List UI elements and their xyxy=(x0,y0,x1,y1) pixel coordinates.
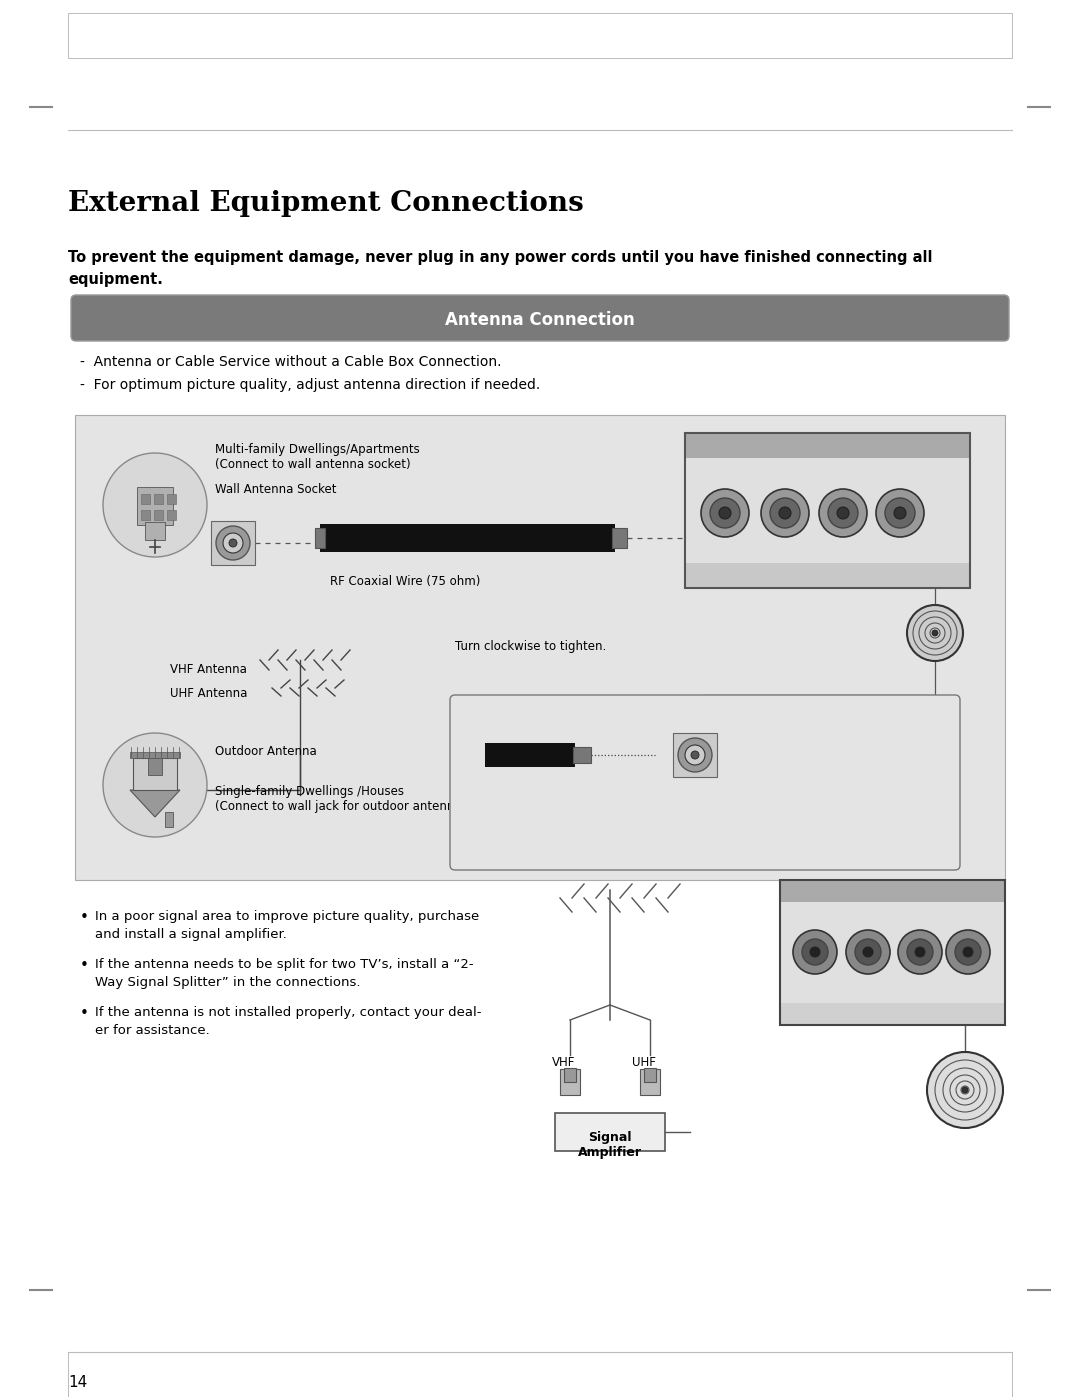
Circle shape xyxy=(103,453,207,557)
Circle shape xyxy=(222,534,243,553)
Circle shape xyxy=(229,539,237,548)
Text: Outdoor Antenna: Outdoor Antenna xyxy=(215,745,316,759)
Bar xyxy=(564,1067,576,1083)
Circle shape xyxy=(701,489,750,536)
Bar xyxy=(148,759,162,775)
Text: •: • xyxy=(80,1006,89,1021)
Circle shape xyxy=(962,1087,968,1092)
Circle shape xyxy=(770,497,800,528)
Text: Multi-family Dwellings/Apartments
(Connect to wall antenna socket): Multi-family Dwellings/Apartments (Conne… xyxy=(215,443,420,471)
Bar xyxy=(644,1067,656,1083)
Text: UHF Antenna: UHF Antenna xyxy=(170,687,247,700)
Bar xyxy=(68,13,1012,59)
Text: 14: 14 xyxy=(68,1375,87,1390)
Circle shape xyxy=(897,930,942,974)
Text: Turn clockwise to tighten.: Turn clockwise to tighten. xyxy=(455,640,606,652)
Bar xyxy=(320,524,615,552)
Text: If the antenna is not installed properly, contact your deal-
er for assistance.: If the antenna is not installed properly… xyxy=(95,1006,482,1037)
Text: •: • xyxy=(80,958,89,972)
Circle shape xyxy=(810,947,820,957)
Circle shape xyxy=(828,497,858,528)
Circle shape xyxy=(863,947,873,957)
Text: VHF: VHF xyxy=(552,1056,576,1069)
Text: -  Antenna or Cable Service without a Cable Box Connection.: - Antenna or Cable Service without a Cab… xyxy=(80,355,501,369)
Bar xyxy=(211,521,255,564)
Bar xyxy=(685,433,970,588)
Bar xyxy=(780,880,1005,902)
Text: Signal
Amplifier: Signal Amplifier xyxy=(578,1132,642,1160)
FancyBboxPatch shape xyxy=(71,295,1009,341)
Bar xyxy=(685,563,970,588)
Circle shape xyxy=(691,752,699,759)
Circle shape xyxy=(685,745,705,766)
Bar xyxy=(145,522,165,541)
Bar xyxy=(141,495,150,504)
Bar xyxy=(673,733,717,777)
Bar xyxy=(561,1069,580,1095)
Circle shape xyxy=(915,947,924,957)
Text: Single-family Dwellings /Houses
(Connect to wall jack for outdoor antenna): Single-family Dwellings /Houses (Connect… xyxy=(215,785,467,813)
Text: •: • xyxy=(80,909,89,925)
Circle shape xyxy=(719,507,731,520)
Bar xyxy=(141,510,150,520)
Circle shape xyxy=(963,947,973,957)
Circle shape xyxy=(819,489,867,536)
Text: Wall Antenna Socket: Wall Antenna Socket xyxy=(215,483,337,496)
Circle shape xyxy=(678,738,712,773)
Circle shape xyxy=(710,497,740,528)
Text: To prevent the equipment damage, never plug in any power cords until you have fi: To prevent the equipment damage, never p… xyxy=(68,250,932,288)
Circle shape xyxy=(855,939,881,965)
Circle shape xyxy=(793,930,837,974)
Text: If the antenna needs to be split for two TV’s, install a “2-
Way Signal Splitter: If the antenna needs to be split for two… xyxy=(95,958,474,989)
Circle shape xyxy=(802,939,828,965)
Bar xyxy=(685,433,970,458)
Circle shape xyxy=(837,507,849,520)
Circle shape xyxy=(846,930,890,974)
Circle shape xyxy=(761,489,809,536)
Circle shape xyxy=(885,497,915,528)
Bar xyxy=(137,488,173,525)
Circle shape xyxy=(779,507,791,520)
FancyBboxPatch shape xyxy=(450,694,960,870)
Bar xyxy=(165,812,173,827)
Text: Antenna Connection: Antenna Connection xyxy=(445,312,635,330)
Bar xyxy=(167,510,176,520)
Bar xyxy=(154,495,163,504)
Circle shape xyxy=(216,527,249,560)
Circle shape xyxy=(932,630,939,636)
Bar xyxy=(780,902,1005,1003)
Circle shape xyxy=(946,930,990,974)
Circle shape xyxy=(927,1052,1003,1127)
Bar xyxy=(75,415,1005,880)
Bar xyxy=(555,1113,665,1151)
Circle shape xyxy=(103,733,207,837)
Circle shape xyxy=(876,489,924,536)
Bar xyxy=(133,759,177,789)
Bar xyxy=(685,458,970,563)
Bar xyxy=(68,1352,1012,1397)
Bar xyxy=(612,528,627,548)
Circle shape xyxy=(894,507,906,520)
Circle shape xyxy=(955,939,981,965)
Bar xyxy=(780,1003,1005,1025)
Text: In a poor signal area to improve picture quality, purchase
and install a signal : In a poor signal area to improve picture… xyxy=(95,909,480,942)
Bar xyxy=(485,743,575,767)
Bar xyxy=(573,747,591,763)
Text: External Equipment Connections: External Equipment Connections xyxy=(68,190,584,217)
Polygon shape xyxy=(130,789,180,817)
Bar xyxy=(130,752,180,759)
Bar xyxy=(640,1069,660,1095)
Text: -  For optimum picture quality, adjust antenna direction if needed.: - For optimum picture quality, adjust an… xyxy=(80,379,540,393)
Text: VHF Antenna: VHF Antenna xyxy=(170,664,247,676)
Bar xyxy=(780,880,1005,1025)
Bar xyxy=(154,510,163,520)
Text: RF Coaxial Wire (75 ohm): RF Coaxial Wire (75 ohm) xyxy=(330,576,481,588)
Text: UHF: UHF xyxy=(632,1056,656,1069)
Text: Bronze Wire: Bronze Wire xyxy=(645,789,720,803)
Text: Be careful not to bend the bronze wire when
connecting the antenna.: Be careful not to bend the bronze wire w… xyxy=(467,814,731,847)
Bar xyxy=(167,495,176,504)
Circle shape xyxy=(907,605,963,661)
Circle shape xyxy=(907,939,933,965)
Bar xyxy=(315,528,325,548)
